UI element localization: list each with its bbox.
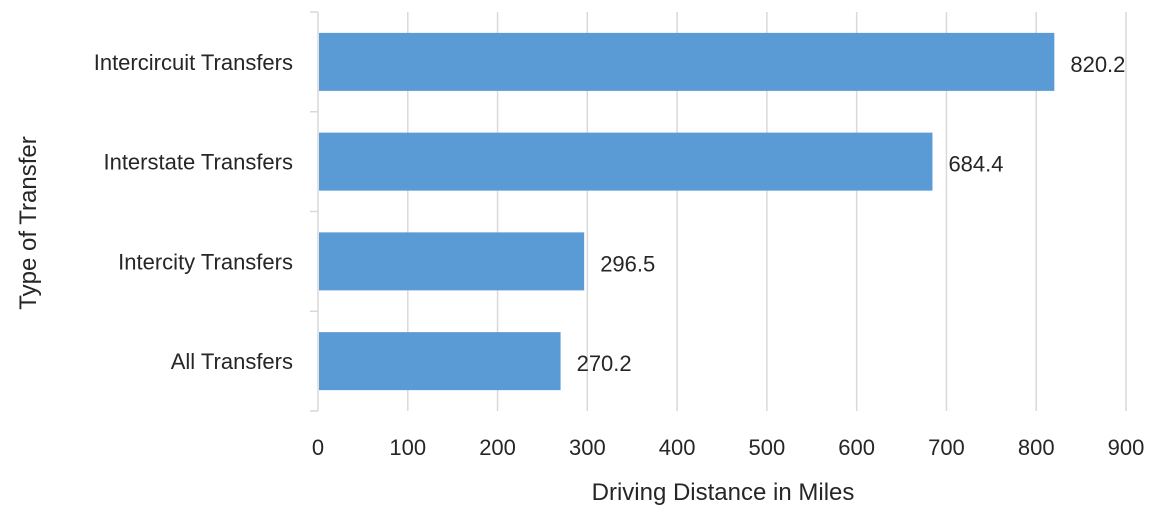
bar xyxy=(319,332,561,391)
x-tick-label: 800 xyxy=(1018,435,1055,460)
bars xyxy=(319,32,1055,391)
labels: 0 100 200 300 400 500 600 700 800 900 Intercircuit… xyxy=(94,50,1145,460)
data-label: 820.2 xyxy=(1070,52,1125,77)
x-tick-label: 500 xyxy=(749,435,786,460)
bar xyxy=(319,132,933,191)
category-label: Intercity Transfers xyxy=(118,249,293,274)
x-tick-label: 700 xyxy=(928,435,965,460)
category-label: Interstate Transfers xyxy=(103,150,293,175)
x-tick-label: 600 xyxy=(838,435,875,460)
category-label: Intercircuit Transfers xyxy=(94,50,293,75)
x-axis-title: Driving Distance in Miles xyxy=(592,479,855,506)
axes xyxy=(310,11,319,412)
x-tick-label: 100 xyxy=(389,435,426,460)
data-label: 296.5 xyxy=(600,251,655,276)
x-tick-label: 300 xyxy=(569,435,606,460)
x-tick-label: 0 xyxy=(312,435,324,460)
bar xyxy=(319,32,1055,91)
x-tick-label: 900 xyxy=(1108,435,1145,460)
y-axis-title: Type of Transfer xyxy=(15,136,42,309)
data-label: 684.4 xyxy=(948,152,1003,177)
x-tick-label: 400 xyxy=(659,435,696,460)
bar xyxy=(319,232,585,291)
category-label: All Transfers xyxy=(171,349,293,374)
x-tick-label: 200 xyxy=(479,435,516,460)
data-label: 270.2 xyxy=(577,351,632,376)
